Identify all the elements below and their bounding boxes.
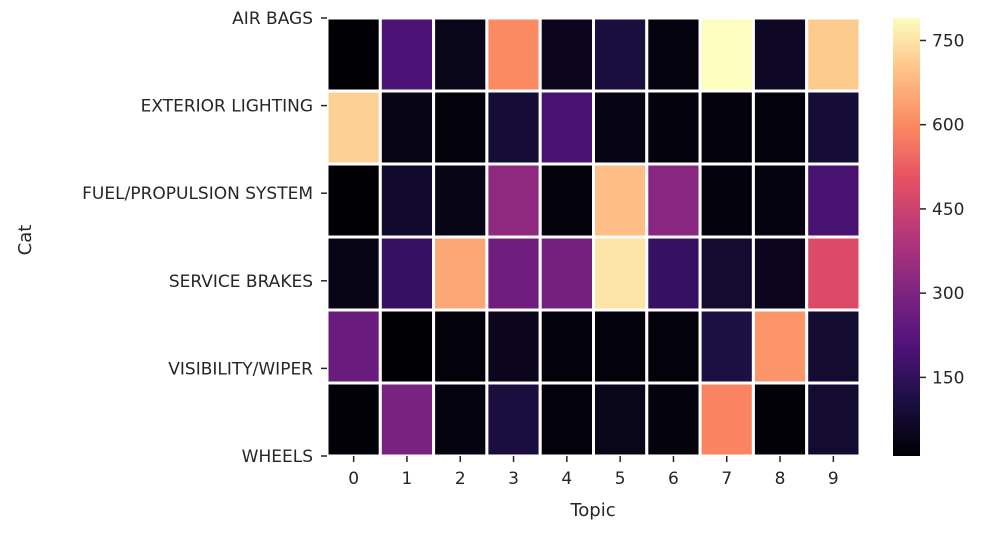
heatmap-cell <box>805 89 862 166</box>
heatmap-cell <box>592 235 649 312</box>
heatmap-cell <box>538 89 596 166</box>
x-tick-label: 8 <box>775 469 786 489</box>
heatmap-cell <box>645 308 702 385</box>
y-tick-label: WHEELS <box>242 447 313 467</box>
heatmap-cell <box>751 16 809 93</box>
heatmap-cell <box>325 381 382 458</box>
heatmap-cell <box>378 16 436 93</box>
y-axis: AIR BAGS EXTERIOR LIGHTING FUEL/PROPULSION… <box>82 9 327 467</box>
x-tick-label: 9 <box>828 469 839 489</box>
heatmap-cell <box>538 381 596 458</box>
y-tick-label: EXTERIOR LIGHTING <box>141 97 313 117</box>
heatmap-cell <box>805 308 862 385</box>
colorbar-gradient <box>893 18 920 456</box>
x-tick-label: 2 <box>455 469 466 489</box>
heatmap-cell <box>485 89 542 166</box>
heatmap-cell <box>538 235 596 312</box>
heatmap-cell <box>592 89 649 166</box>
heatmap-cell <box>592 162 649 239</box>
heatmap-cell <box>698 162 755 239</box>
heatmap-cell <box>378 89 436 166</box>
heatmap-cell <box>485 235 542 312</box>
heatmap-cell <box>805 235 862 312</box>
heatmap-cell <box>378 308 436 385</box>
y-tick-label: SERVICE BRAKES <box>169 272 313 292</box>
heatmap-cell <box>592 308 649 385</box>
y-axis-label: Cat <box>15 225 36 256</box>
heatmap-cell <box>751 381 809 458</box>
heatmap-cell <box>378 162 436 239</box>
colorbar-tick-label: 450 <box>932 200 964 220</box>
x-tick-label: 6 <box>668 469 679 489</box>
heatmap-cell <box>432 16 489 93</box>
heatmap-cell <box>325 235 382 312</box>
heatmap-cell <box>378 381 436 458</box>
heatmap-cell <box>592 381 649 458</box>
heatmap-cell <box>432 89 489 166</box>
heatmap-cell <box>538 16 596 93</box>
y-tick-label: FUEL/PROPULSION SYSTEM <box>82 184 313 204</box>
x-tick-label: 7 <box>721 469 732 489</box>
colorbar-tick-label: 150 <box>932 368 964 388</box>
x-tick-label: 3 <box>508 469 519 489</box>
heatmap-cell <box>645 89 702 166</box>
heatmap-cell <box>751 235 809 312</box>
heatmap-cell <box>432 162 489 239</box>
heatmap-cells <box>325 16 862 458</box>
heatmap-cell <box>538 162 596 239</box>
colorbar: 150 300 450 600 750 <box>893 18 964 456</box>
colorbar-tick-label: 750 <box>932 31 964 51</box>
x-axis-label: Topic <box>569 500 615 521</box>
x-tick-label: 0 <box>348 469 359 489</box>
heatmap-cell <box>325 16 382 93</box>
heatmap-cell <box>325 89 382 166</box>
heatmap-cell <box>485 308 542 385</box>
x-axis: 0 1 2 3 4 5 6 7 8 9 <box>348 456 839 489</box>
heatmap-cell <box>645 235 702 312</box>
heatmap-cell <box>432 381 489 458</box>
heatmap-cell <box>805 16 862 93</box>
heatmap-cell <box>751 162 809 239</box>
heatmap-cell <box>698 381 755 458</box>
heatmap-cell <box>325 308 382 385</box>
heatmap-cell <box>698 89 755 166</box>
heatmap-cell <box>805 381 862 458</box>
heatmap-cell <box>751 89 809 166</box>
heatmap-cell <box>432 235 489 312</box>
heatmap-cell <box>485 162 542 239</box>
heatmap-cell <box>378 235 436 312</box>
heatmap-cell <box>698 16 755 93</box>
colorbar-tick-label: 600 <box>932 116 964 136</box>
heatmap-cell <box>432 308 489 385</box>
heatmap-cell <box>538 308 596 385</box>
heatmap-cell <box>805 162 862 239</box>
heatmap-cell <box>698 235 755 312</box>
heatmap-cell <box>485 16 542 93</box>
x-tick-label: 4 <box>561 469 572 489</box>
y-tick-label: AIR BAGS <box>232 9 313 29</box>
x-tick-label: 1 <box>402 469 413 489</box>
y-tick-label: VISIBILITY/WIPER <box>168 359 313 379</box>
heatmap-cell <box>698 308 755 385</box>
heatmap-cell <box>751 308 809 385</box>
colorbar-tick-label: 300 <box>932 284 964 304</box>
heatmap-cell <box>485 381 542 458</box>
heatmap-cell <box>592 16 649 93</box>
heatmap-cell <box>325 162 382 239</box>
heatmap-cell <box>645 16 702 93</box>
heatmap-cell <box>645 381 702 458</box>
x-tick-label: 5 <box>615 469 626 489</box>
heatmap-cell <box>645 162 702 239</box>
